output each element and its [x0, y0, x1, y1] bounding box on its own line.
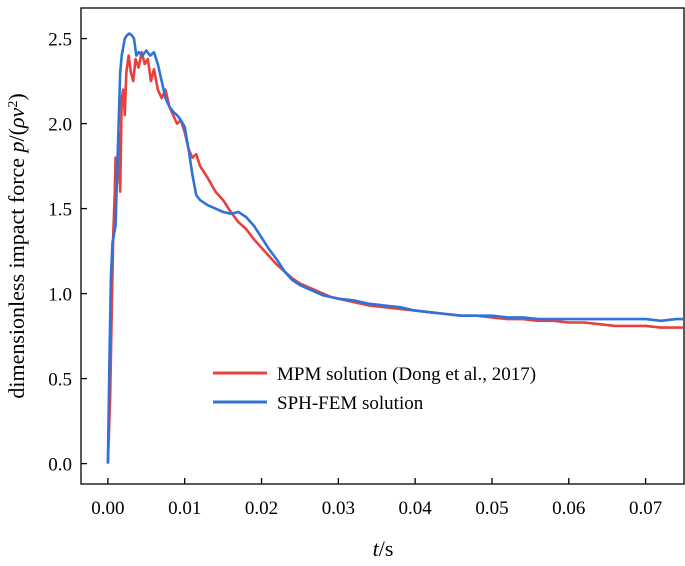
x-tick-label: 0.00 — [91, 498, 124, 519]
series-line-sph-fem — [106, 32, 684, 464]
x-axis-label-unit: /s — [379, 536, 394, 561]
y-tick-label: 2.0 — [48, 115, 72, 136]
y-tick-label: 2.5 — [48, 30, 72, 51]
x-tick-label: 0.02 — [245, 498, 278, 519]
y-tick-label: 0.0 — [48, 455, 72, 476]
y-tick-label: 1.0 — [48, 285, 72, 306]
y-axis-label-rho: ρ — [4, 117, 29, 129]
y-axis-ticks: 0.0 0.5 1.0 1.5 2.0 2.5 — [48, 30, 87, 476]
x-axis-ticks: 0.00 0.01 0.02 0.03 0.04 0.05 0.06 0.07 — [91, 478, 662, 519]
x-axis-label-var: t — [373, 536, 380, 561]
x-axis-label: t/s — [373, 536, 394, 561]
legend-label-mpm: MPM solution (Dong et al., 2017) — [277, 364, 536, 385]
y-tick-label: 1.5 — [48, 200, 72, 221]
axes-box — [80, 7, 685, 485]
x-tick-label: 0.01 — [168, 498, 201, 519]
y-axis-label-v: v — [4, 107, 29, 117]
plot-frame — [80, 7, 685, 485]
y-tick-label: 0.5 — [48, 370, 72, 391]
legend: MPM solution (Dong et al., 2017) SPH-FEM… — [213, 364, 536, 414]
series-line-mpm — [106, 50, 684, 464]
legend-label-sph: SPH-FEM solution — [277, 393, 424, 414]
x-tick-label: 0.06 — [552, 498, 585, 519]
x-tick-label: 0.07 — [629, 498, 662, 519]
y-axis-label-text: dimensionless impact force — [4, 152, 29, 398]
x-tick-label: 0.03 — [322, 498, 355, 519]
y-axis-label-p: p — [4, 141, 29, 154]
x-tick-label: 0.05 — [475, 498, 508, 519]
x-tick-label: 0.04 — [399, 498, 433, 519]
y-axis-label-slash: /( — [4, 128, 29, 141]
y-axis-label-sup: 2 — [6, 101, 21, 108]
series-layer — [106, 32, 684, 464]
y-axis-label-close: ) — [4, 93, 29, 100]
y-axis-label: dimensionless impact force p/(ρv2) — [4, 93, 29, 398]
